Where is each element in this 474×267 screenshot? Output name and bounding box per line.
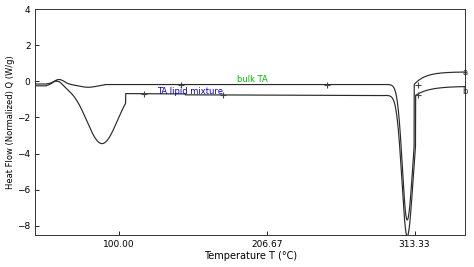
- Text: b: b: [463, 87, 468, 96]
- Y-axis label: Heat Flow (Normalized) Q (W/g): Heat Flow (Normalized) Q (W/g): [6, 55, 15, 189]
- Text: TA lipid mixture: TA lipid mixture: [157, 87, 224, 96]
- Text: bulk TA: bulk TA: [237, 75, 267, 84]
- X-axis label: Temperature T (°C): Temperature T (°C): [204, 252, 297, 261]
- Text: a: a: [463, 68, 468, 77]
